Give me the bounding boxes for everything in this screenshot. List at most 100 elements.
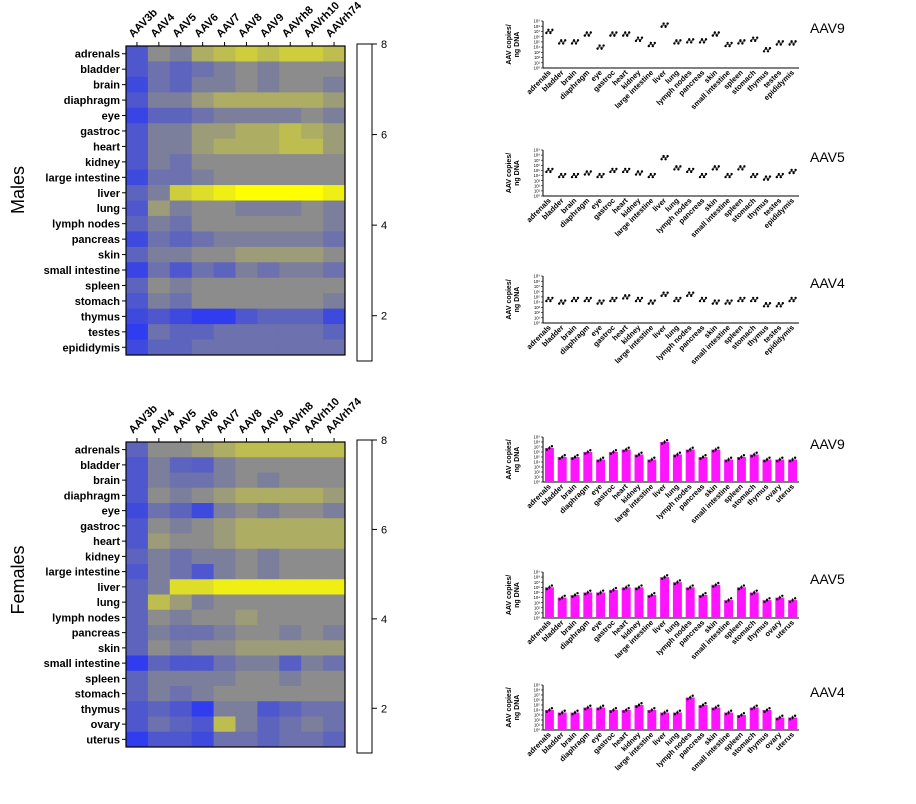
data-point [792, 299, 795, 303]
heatmap-cell [147, 185, 171, 201]
heatmap-cell [213, 716, 236, 733]
heatmap-cell [301, 701, 324, 717]
heatmap-cell [257, 231, 280, 248]
data-point [717, 704, 720, 707]
heatmap-cell [191, 61, 215, 78]
row-label: small intestine [44, 658, 120, 670]
heatmap-cell [279, 61, 302, 78]
heatmap-cell [147, 716, 171, 733]
heatmap-cell [191, 107, 215, 124]
data-point [602, 172, 605, 176]
data-point [545, 170, 548, 174]
data-point [574, 299, 578, 303]
heatmap-cell [213, 154, 236, 171]
bar [775, 717, 785, 730]
heatmap-cell [257, 716, 280, 733]
heatmap-cell [235, 731, 258, 748]
heatmap-cell [323, 76, 346, 93]
data-point [692, 291, 695, 294]
data-point [726, 41, 729, 45]
heatmap-cell [257, 46, 280, 62]
heatmap-cell [279, 46, 302, 62]
heatmap-cell [235, 92, 258, 109]
data-point [660, 442, 664, 445]
heatmap-cell [323, 123, 346, 140]
heatmap-cell [213, 231, 236, 248]
data-point [728, 44, 731, 48]
y-axis-label-line: ng DNA [514, 160, 521, 186]
heatmap-cell [169, 655, 193, 672]
data-point [571, 713, 574, 716]
heatmap-cell [257, 293, 280, 310]
data-point [730, 172, 733, 176]
data-point [741, 168, 744, 171]
heatmap-cell [147, 548, 171, 565]
heatmap-cell [279, 76, 302, 93]
bar [724, 600, 734, 618]
heatmap-cell [147, 731, 171, 748]
heatmap-cell [323, 686, 346, 702]
heatmap-cell [147, 215, 171, 232]
heatmap-cell [126, 138, 149, 155]
heatmap-cell [126, 579, 149, 595]
bar [762, 459, 772, 482]
heatmap-cell [126, 277, 149, 294]
data-point [756, 36, 759, 39]
data-point [589, 449, 592, 452]
row-label: small intestine [44, 265, 120, 277]
column-label: AAV5 [170, 11, 199, 40]
data-point [570, 175, 574, 179]
heatmap-cell [235, 442, 258, 458]
heatmap-cell [257, 262, 280, 279]
data-point [549, 299, 552, 303]
heatmap-cell [126, 262, 149, 279]
heatmap-cell [301, 472, 324, 489]
bar [634, 587, 644, 618]
data-point [564, 172, 567, 176]
y-tick-label: 10⁴ [534, 300, 541, 305]
heatmap-cell [191, 579, 215, 595]
heatmap-cell [169, 701, 193, 717]
data-point [640, 702, 643, 705]
data-point [550, 584, 554, 587]
data-point [673, 168, 676, 171]
data-point [560, 299, 563, 302]
heatmap-cell [126, 487, 149, 504]
heatmap-cell [235, 701, 258, 717]
heatmap-cell [213, 731, 236, 748]
heatmap-cell [147, 138, 171, 155]
heatmap-cell [169, 123, 193, 140]
data-point [739, 165, 742, 168]
heatmap-cell [257, 138, 280, 155]
heatmap-cell [169, 686, 193, 702]
data-point [776, 718, 779, 721]
data-point [793, 597, 797, 600]
heatmap-cell [147, 686, 171, 702]
data-point [790, 40, 793, 43]
heatmap-cell [169, 731, 193, 748]
data-point [600, 175, 603, 179]
bar [621, 710, 631, 730]
data-point [584, 593, 587, 596]
y-tick-label: 10⁴ [534, 460, 541, 465]
data-point [649, 299, 652, 302]
heatmap-cell [213, 215, 236, 232]
heatmap-cell [191, 716, 215, 733]
data-point [601, 704, 605, 707]
heatmap-cell [257, 487, 280, 504]
data-point [622, 297, 625, 300]
data-point [777, 40, 780, 43]
row-label: lymph nodes [52, 612, 120, 624]
heatmap-cell [279, 215, 302, 232]
heatmap-cell [235, 231, 258, 248]
y-tick-label: 10⁴ [534, 595, 541, 600]
heatmap-cell [235, 154, 258, 171]
data-point [711, 302, 714, 305]
data-point [724, 175, 727, 179]
heatmap-cell [257, 61, 280, 78]
row-label: brain [93, 475, 120, 487]
data-point [596, 175, 599, 179]
y-axis-label-line: ng DNA [514, 32, 521, 58]
